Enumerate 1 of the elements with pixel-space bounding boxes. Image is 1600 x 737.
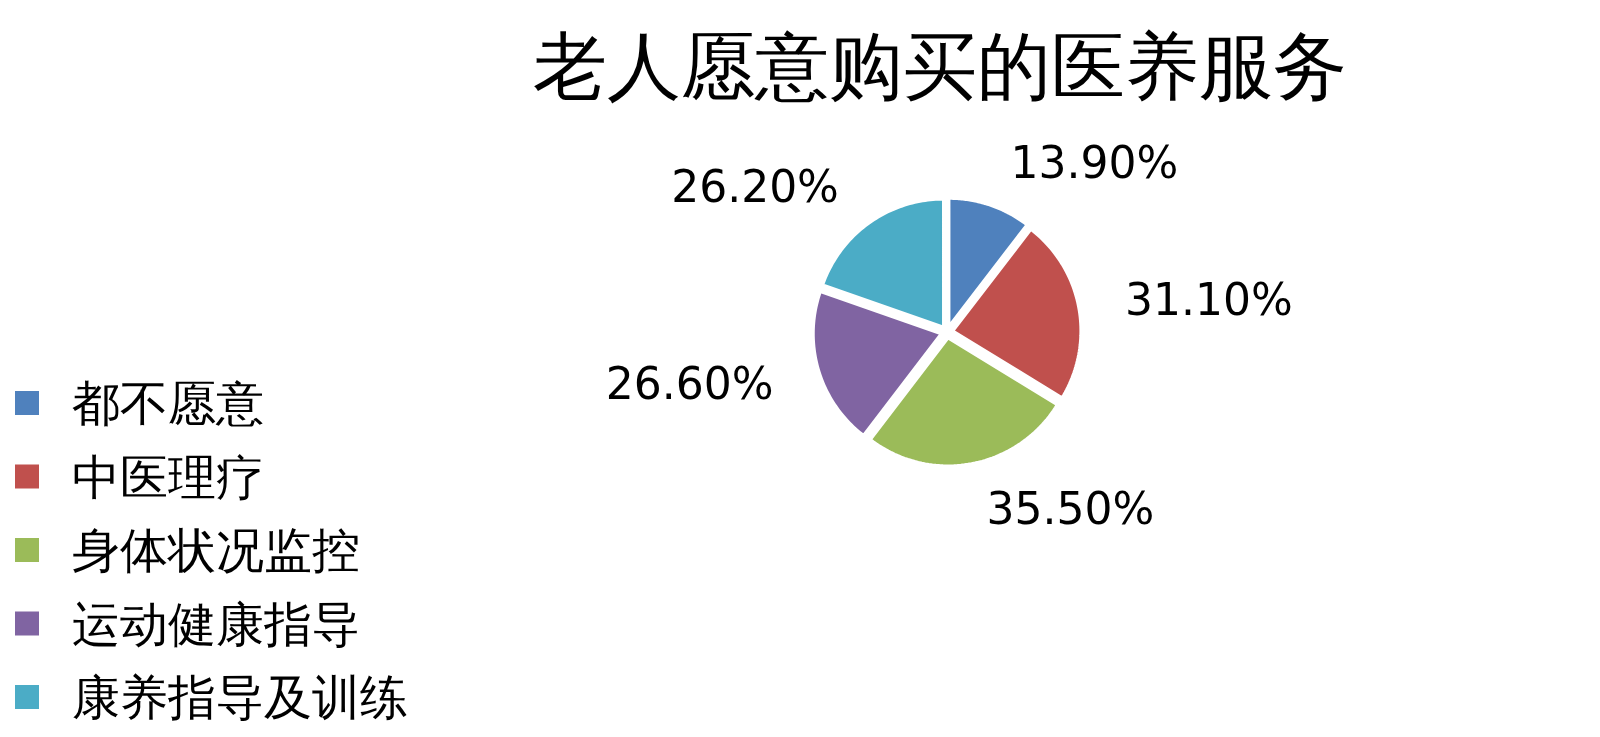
title: 老人愿意购买的医养服务 <box>533 23 1347 109</box>
